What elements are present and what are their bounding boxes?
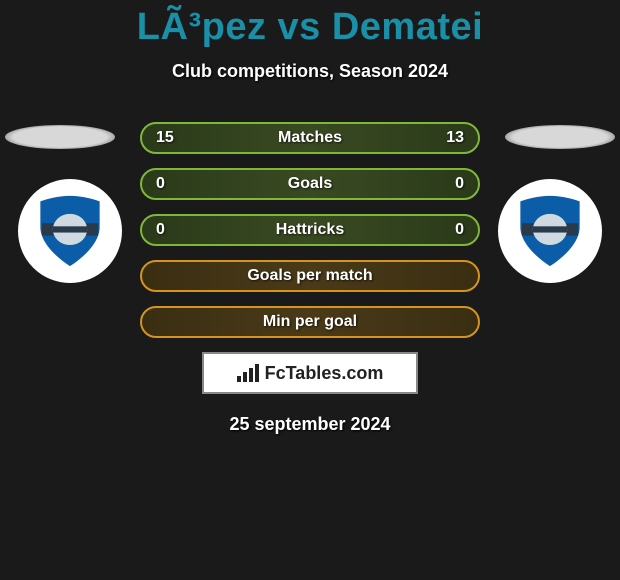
club-shield-icon bbox=[31, 192, 109, 270]
club-shield-icon bbox=[511, 192, 589, 270]
stat-right-value: 13 bbox=[446, 129, 464, 147]
bar-chart-icon bbox=[237, 364, 259, 382]
page-title: LÃ³pez vs Dematei bbox=[0, 0, 620, 49]
shadow-left bbox=[5, 125, 115, 149]
player-badge-right bbox=[498, 179, 602, 283]
shadow-right bbox=[505, 125, 615, 149]
stat-row-hattricks: 0 Hattricks 0 bbox=[140, 214, 480, 246]
player-badge-left bbox=[18, 179, 122, 283]
stat-left-value: 0 bbox=[156, 221, 165, 239]
stat-label: Goals bbox=[140, 175, 480, 193]
watermark-text: FcTables.com bbox=[265, 363, 384, 384]
stats-container: 15 Matches 13 0 Goals 0 0 Hattricks 0 Go… bbox=[140, 122, 480, 435]
date-text: 25 september 2024 bbox=[140, 414, 480, 435]
stat-row-goals-per-match: Goals per match bbox=[140, 260, 480, 292]
stat-label: Matches bbox=[140, 129, 480, 147]
watermark: FcTables.com bbox=[202, 352, 418, 394]
subtitle: Club competitions, Season 2024 bbox=[0, 61, 620, 82]
stat-label: Goals per match bbox=[140, 267, 480, 285]
stat-label: Min per goal bbox=[140, 313, 480, 331]
stat-right-value: 0 bbox=[455, 221, 464, 239]
stat-left-value: 0 bbox=[156, 175, 165, 193]
stat-row-min-per-goal: Min per goal bbox=[140, 306, 480, 338]
stat-row-goals: 0 Goals 0 bbox=[140, 168, 480, 200]
stat-left-value: 15 bbox=[156, 129, 174, 147]
stat-label: Hattricks bbox=[140, 221, 480, 239]
stat-row-matches: 15 Matches 13 bbox=[140, 122, 480, 154]
stat-right-value: 0 bbox=[455, 175, 464, 193]
